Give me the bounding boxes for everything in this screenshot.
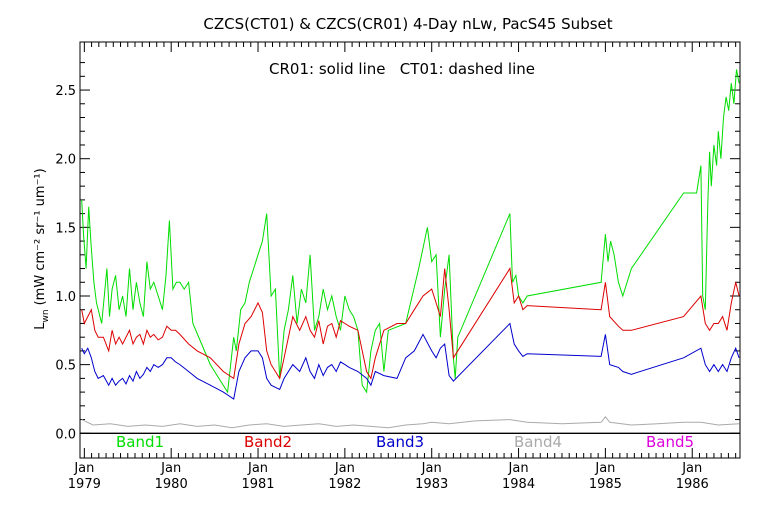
series-line-band3 (81, 322, 740, 400)
x-tick-year: 1980 (155, 477, 188, 492)
y-tick-label: 0.5 (55, 359, 76, 374)
y-tick-label: 2.0 (55, 153, 76, 168)
svg-text:Lwn(mW cm⁻² sr⁻¹ um⁻¹): Lwn (mW cm⁻² sr⁻¹ um⁻¹) (33, 168, 51, 329)
series-line-band4 (81, 415, 740, 429)
x-tick-year: 1985 (589, 477, 622, 492)
x-tick-month: Jan (247, 461, 268, 476)
y-tick-label: 1.5 (55, 221, 76, 236)
x-tick-year: 1983 (415, 477, 448, 492)
series-layer (81, 69, 740, 429)
plot-frame (79, 41, 741, 459)
legend-band1: Band1 (116, 433, 164, 451)
y-tick-label: 1.0 (55, 290, 76, 305)
series-line-band2 (81, 267, 740, 380)
x-tick-month: Jan (334, 461, 355, 476)
x-tick-year: 1984 (502, 477, 535, 492)
y-axis-label-main: L (33, 322, 48, 330)
line-style-note: CR01: solid line CT01: dashed line (269, 60, 535, 78)
x-tick-year: 1981 (241, 477, 274, 492)
y-axis: 0.0 0.5 1.0 1.5 2.0 2.5 (55, 62, 740, 442)
y-tick-label: 2.5 (55, 84, 76, 99)
series-line-band1 (81, 69, 740, 394)
chart-title: CZCS(CT01) & CZCS(CR01) 4-Day nLw, PacS4… (203, 15, 612, 33)
y-axis-label-sub: wn (41, 309, 51, 322)
y-axis-label: Lwn (mW cm⁻² sr⁻¹ um⁻¹) (33, 168, 51, 329)
x-tick-month: Jan (594, 461, 615, 476)
x-tick-month: Jan (73, 461, 94, 476)
y-axis-label-units: (mW cm⁻² sr⁻¹ um⁻¹) (33, 168, 48, 305)
legend-band2: Band2 (244, 433, 292, 451)
legend-band4: Band4 (514, 433, 562, 451)
legend: Band1 Band2 Band3 Band4 Band5 (116, 433, 694, 451)
legend-band3: Band3 (376, 433, 424, 451)
legend-band5: Band5 (646, 433, 694, 451)
x-tick-year: 1979 (68, 477, 101, 492)
x-tick-month: Jan (681, 461, 702, 476)
y-tick-label: 0.0 (55, 427, 76, 442)
x-tick-year: 1982 (328, 477, 361, 492)
x-axis: Jan1979Jan1980Jan1981Jan1982Jan1983Jan19… (68, 42, 737, 492)
x-tick-month: Jan (160, 461, 181, 476)
x-tick-year: 1986 (676, 477, 709, 492)
x-tick-month: Jan (421, 461, 442, 476)
x-tick-month: Jan (508, 461, 529, 476)
